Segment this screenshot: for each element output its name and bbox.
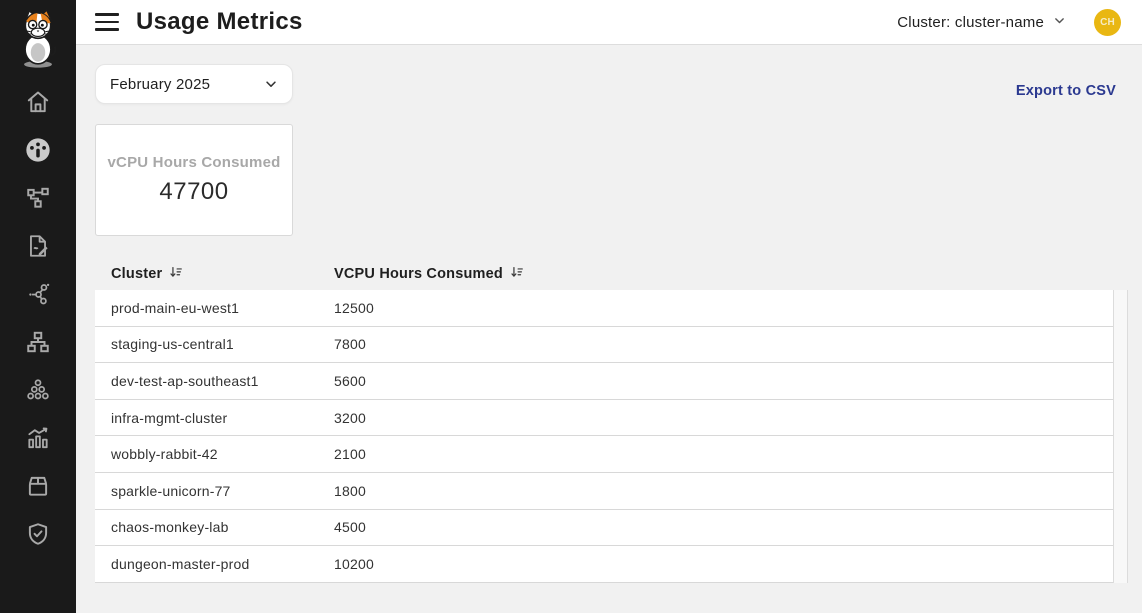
analytics-icon — [25, 425, 51, 451]
sidebar — [0, 0, 76, 613]
card-value: 47700 — [159, 178, 229, 205]
main-content: February 2025 Export to CSV vCPU Hours C… — [76, 45, 1142, 613]
user-avatar[interactable]: CH — [1094, 8, 1121, 36]
cell-cluster-name: prod-main-eu-west1 — [111, 299, 240, 316]
cell-cluster-name: chaos-monkey-lab — [111, 519, 229, 536]
network-icon — [25, 329, 51, 355]
report-edit-icon — [25, 233, 51, 259]
cell-vcpu-hours: 3200 — [334, 409, 366, 426]
month-select[interactable]: February 2025 — [95, 64, 293, 104]
cell-vcpu-hours: 12500 — [334, 299, 374, 316]
sidebar-item-topology[interactable] — [24, 184, 52, 212]
page-title: Usage Metrics — [136, 8, 303, 35]
column-header-vcpu-hours[interactable]: VCPU Hours Consumed — [334, 265, 1128, 283]
cell-cluster-name: infra-mgmt-cluster — [111, 409, 228, 426]
cat-mascot-icon — [15, 7, 61, 74]
cell-cluster-name: dungeon-master-prod — [111, 555, 250, 572]
sidebar-item-packages[interactable] — [24, 472, 52, 500]
home-icon — [25, 89, 51, 115]
sidebar-item-security[interactable] — [24, 520, 52, 548]
sidebar-item-usage-metrics[interactable] — [24, 136, 52, 164]
column-header-cluster[interactable]: Cluster — [95, 265, 334, 283]
app-logo[interactable] — [0, 0, 76, 80]
hamburger-menu-icon[interactable] — [95, 13, 119, 31]
share-nodes-icon — [25, 281, 51, 307]
cell-cluster-name: sparkle-unicorn-77 — [111, 482, 231, 499]
cell-vcpu-hours: 10200 — [334, 555, 374, 572]
sidebar-item-network[interactable] — [24, 328, 52, 356]
vcpu-summary-card: vCPU Hours Consumed 47700 — [95, 124, 293, 236]
sidebar-item-clusters[interactable] — [24, 376, 52, 404]
sidebar-item-reports[interactable] — [24, 232, 52, 260]
sidebar-item-analytics[interactable] — [24, 424, 52, 452]
chevron-down-icon — [1053, 14, 1066, 31]
topology-icon — [25, 185, 51, 211]
chevron-down-icon — [264, 77, 278, 91]
usage-table-body: prod-main-eu-west1 12500 staging-us-cent… — [95, 290, 1113, 583]
shield-check-icon — [25, 521, 51, 547]
sidebar-nav — [0, 88, 76, 548]
cell-vcpu-hours: 1800 — [334, 482, 366, 499]
table-row: wobbly-rabbit-42 2100 — [95, 436, 1113, 473]
table-row: sparkle-unicorn-77 1800 — [95, 473, 1113, 510]
sidebar-item-connections[interactable] — [24, 280, 52, 308]
card-label: vCPU Hours Consumed — [107, 154, 281, 171]
cell-vcpu-hours: 5600 — [334, 372, 366, 389]
cell-vcpu-hours: 2100 — [334, 446, 366, 463]
top-bar: Usage Metrics Cluster: cluster-name CH — [76, 0, 1142, 45]
month-select-value: February 2025 — [110, 75, 211, 93]
table-scrollbar[interactable] — [1113, 290, 1128, 583]
column-header-label: Cluster — [111, 266, 163, 282]
table-row: dungeon-master-prod 10200 — [95, 546, 1113, 583]
sort-icon[interactable] — [169, 265, 183, 283]
cell-vcpu-hours: 7800 — [334, 336, 366, 353]
cluster-selector-label: Cluster: cluster-name — [897, 13, 1044, 31]
table-row: prod-main-eu-west1 12500 — [95, 290, 1113, 327]
table-row: chaos-monkey-lab 4500 — [95, 510, 1113, 547]
cell-cluster-name: staging-us-central1 — [111, 336, 234, 353]
usage-table: Cluster VCPU Hours Consumed — [95, 258, 1128, 583]
package-icon — [25, 473, 51, 499]
table-header-row: Cluster VCPU Hours Consumed — [95, 258, 1128, 290]
table-row: staging-us-central1 7800 — [95, 327, 1113, 364]
sidebar-item-home[interactable] — [24, 88, 52, 116]
cluster-circles-icon — [25, 377, 51, 403]
sort-icon[interactable] — [510, 265, 524, 283]
cell-cluster-name: dev-test-ap-southeast1 — [111, 372, 259, 389]
column-header-label: VCPU Hours Consumed — [334, 266, 503, 282]
cell-vcpu-hours: 4500 — [334, 519, 366, 536]
table-row: infra-mgmt-cluster 3200 — [95, 400, 1113, 437]
top-bar-right: Cluster: cluster-name CH — [897, 8, 1142, 36]
export-to-csv-link[interactable]: Export to CSV — [1015, 83, 1116, 99]
avatar-initials: CH — [1100, 16, 1115, 28]
cell-cluster-name: wobbly-rabbit-42 — [111, 446, 218, 463]
cluster-selector[interactable]: Cluster: cluster-name — [897, 14, 1066, 31]
table-row: dev-test-ap-southeast1 5600 — [95, 363, 1113, 400]
gauge-icon — [24, 136, 52, 164]
